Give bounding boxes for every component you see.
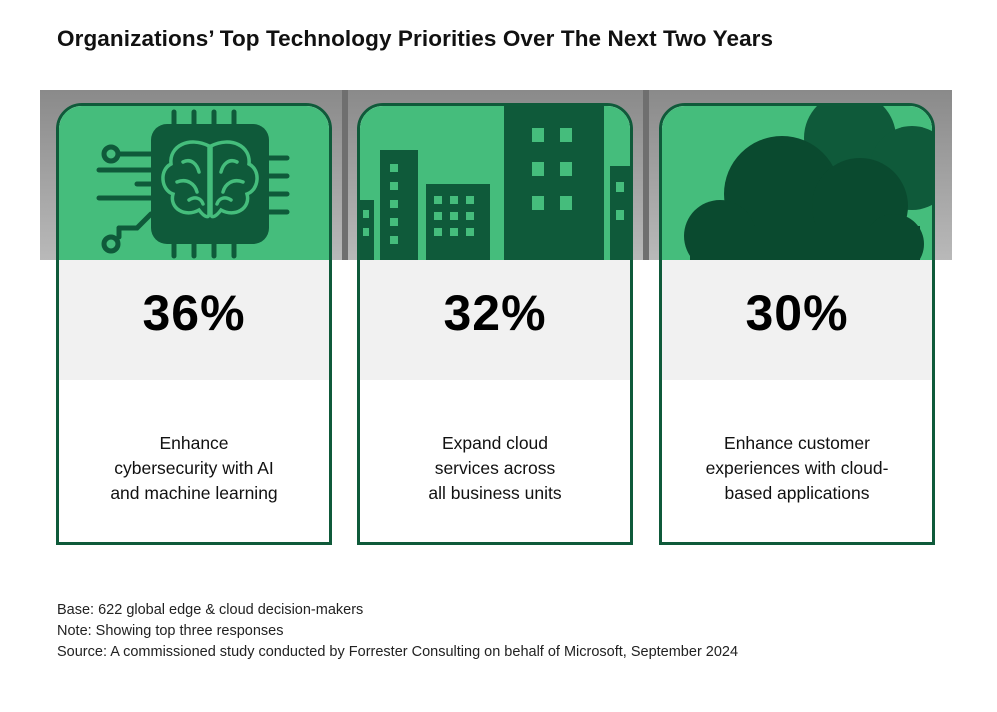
percent-value: 36% bbox=[142, 285, 246, 341]
description-line: all business units bbox=[428, 483, 562, 503]
source-note: Source: A commissioned study conducted b… bbox=[57, 644, 739, 660]
description-line: cybersecurity with AI bbox=[114, 458, 274, 478]
priority-description: Expand cloud services across all busines… bbox=[374, 431, 616, 506]
band-divider bbox=[643, 90, 649, 260]
cloud-icon bbox=[684, 106, 932, 260]
ai-chip-brain-icon bbox=[96, 109, 290, 259]
priority-description: Enhance cybersecurity with AI and machin… bbox=[73, 431, 315, 506]
percent-band bbox=[59, 260, 329, 380]
band-divider bbox=[342, 90, 348, 260]
description-line: Enhance customer bbox=[724, 433, 870, 453]
card-illustration bbox=[59, 106, 329, 260]
description-line: services across bbox=[434, 458, 556, 478]
description-line: experiences with cloud- bbox=[705, 458, 889, 478]
description-line: Expand cloud bbox=[441, 433, 549, 453]
description-line: and machine learning bbox=[110, 483, 278, 503]
percent-band bbox=[360, 260, 630, 380]
city-buildings-icon bbox=[360, 106, 630, 260]
priority-description: Enhance customer experiences with cloud-… bbox=[676, 431, 918, 506]
percent-value: 32% bbox=[443, 285, 547, 341]
description-line: Enhance bbox=[159, 433, 229, 453]
card-illustration bbox=[662, 106, 932, 260]
priority-card: 36% Enhance cybersecurity with AI and ma… bbox=[56, 103, 332, 545]
base-note: Base: 622 global edge & cloud decision-m… bbox=[57, 602, 364, 618]
card-illustration bbox=[360, 106, 630, 260]
description-line: based applications bbox=[724, 483, 870, 503]
priority-card: 32% Expand cloud services across all bus… bbox=[357, 103, 633, 545]
chart-title: Organizations’ Top Technology Priorities… bbox=[57, 26, 774, 51]
percent-band bbox=[662, 260, 932, 380]
footnotes: Base: 622 global edge & cloud decision-m… bbox=[57, 600, 738, 663]
response-note: Note: Showing top three responses bbox=[57, 623, 284, 639]
priority-card: 30% Enhance customer experiences with cl… bbox=[659, 103, 935, 545]
percent-value: 30% bbox=[745, 285, 849, 341]
